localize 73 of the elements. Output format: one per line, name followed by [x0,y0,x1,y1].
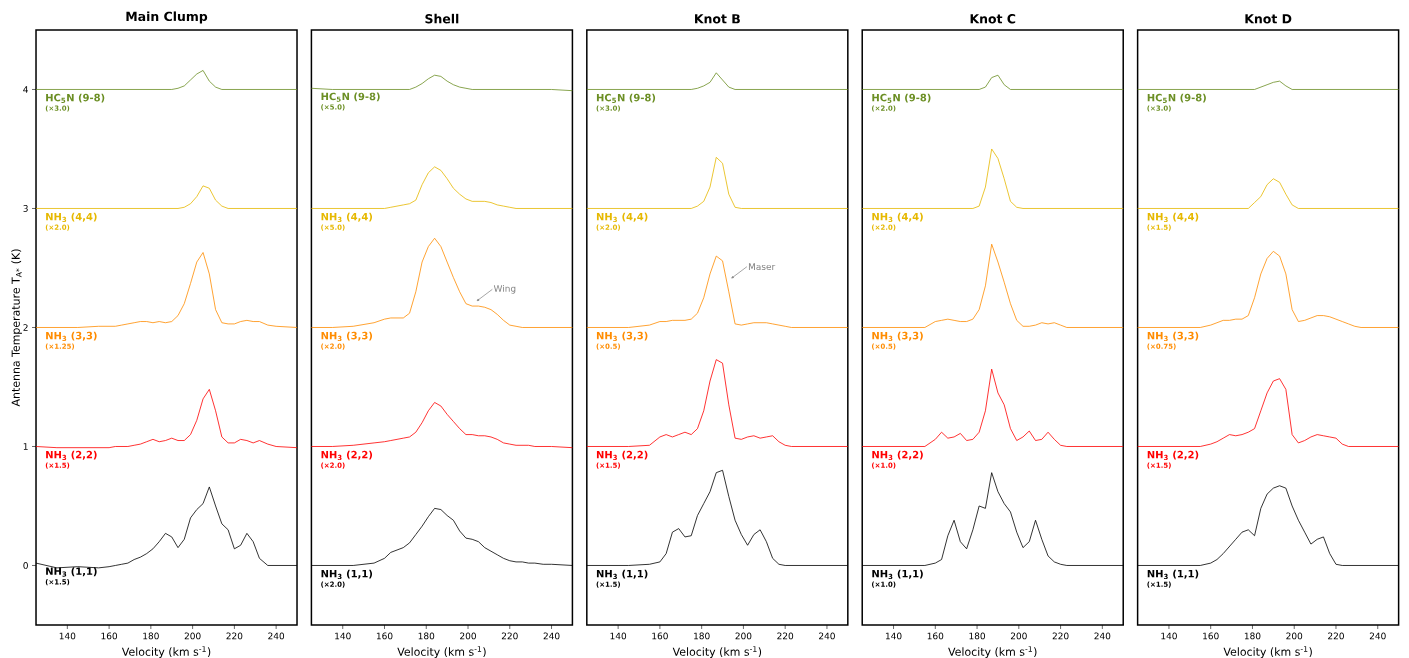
x-tick-label: 180 [418,632,435,640]
series-label: NH$_{3}$ (2,2) [46,450,97,461]
x-tick-label: 220 [1052,632,1069,640]
x-tick-label: 240 [1369,632,1386,640]
x-tick-label: 200 [1286,632,1303,640]
x-tick-label: 160 [376,632,393,640]
x-tick-label: 200 [460,632,476,640]
y-tick-label: 4 [23,86,28,93]
x-axis-title: Velocity (km s$^{-1}$) [397,646,486,658]
series-label: NH$_{3}$ (4,4) [872,212,923,223]
y-tick-label: 1 [23,443,28,450]
x-tick-label: 240 [543,632,560,640]
series-label: NH$_{3}$ (3,3) [596,331,648,342]
series-label: NH$_{3}$ (1,1) [596,569,648,580]
series-label: NH$_{3}$ (1,1) [872,569,923,580]
chart-title: Knot C [970,14,1016,24]
chart-title: Shell [425,13,459,24]
x-axis-title: Velocity (km s$^{-1}$) [672,646,762,658]
x-tick-label: 240 [819,632,835,640]
series-label: NH$_{3}$ (4,4) [46,212,97,223]
x-tick-label: 180 [143,632,159,640]
x-tick-label: 140 [335,632,351,640]
x-tick-label: 220 [501,632,518,640]
series-label: NH$_{3}$ (4,4) [321,212,373,223]
series-label: NH$_{3}$ (2,2) [321,450,373,461]
x-tick-label: 180 [969,632,986,640]
chart-title: Knot B [695,14,740,24]
series-label: HC$_{5}$N (9-8) [46,93,105,103]
x-tick-label: 160 [101,632,118,640]
y-tick-label: 0 [23,562,28,569]
chart-title: Knot D [1245,14,1292,24]
series-label: NH$_{3}$ (3,3) [46,331,97,342]
chart-title: Main Clump [126,11,208,24]
x-tick-label: 140 [1161,632,1177,640]
series-label: NH$_{3}$ (4,4) [1147,212,1199,223]
series-label: NH$_{3}$ (2,2) [1147,450,1199,461]
x-tick-label: 160 [927,632,944,640]
x-tick-label: 140 [885,632,902,640]
annotation: Wing [493,284,516,294]
x-tick-label: 180 [694,632,710,640]
x-tick-label: 180 [1244,632,1261,640]
series-label: HC$_{5}$N (9-8) [321,92,380,102]
x-tick-label: 140 [610,632,627,640]
series-label: NH$_{3}$ (3,3) [321,331,373,342]
series-label: NH$_{3}$ (3,3) [872,331,923,342]
x-tick-label: 220 [1328,632,1344,640]
series-label: NH$_{3}$ (1,1) [321,569,373,580]
x-tick-label: 240 [268,632,285,640]
y-tick-label: 3 [23,205,28,212]
y-tick-label: 2 [23,324,28,331]
series-label: HC$_{5}$N (9-8) [872,93,931,103]
series-label: NH$_{3}$ (4,4) [596,212,648,223]
x-axis-title: Velocity (km s$^{-1}$) [1223,646,1312,658]
x-tick-label: 140 [59,632,76,640]
x-tick-label: 160 [1203,632,1219,640]
series-label: NH$_{3}$ (1,1) [1147,569,1199,580]
series-label: HC$_{5}$N (9-8) [1147,93,1206,103]
x-tick-label: 160 [652,632,668,640]
series-label: NH$_{3}$ (2,2) [872,450,923,461]
annotation: Maser [748,263,776,271]
x-tick-label: 220 [226,632,243,640]
series-label: NH$_{3}$ (3,3) [1147,331,1199,342]
x-axis-title: Velocity (km s$^{-1}$) [121,646,211,658]
x-axis-title: Velocity (km s$^{-1}$) [948,646,1037,658]
x-tick-label: 240 [1094,632,1111,640]
series-label: HC$_{5}$N (9-8) [596,93,656,103]
y-axis-title: Antenna Temperature T$_{A*}$ (K) [11,249,22,407]
x-tick-label: 200 [1010,632,1027,640]
series-label: NH$_{3}$ (2,2) [596,450,648,461]
x-tick-label: 200 [184,632,201,640]
legend-label: NH$_{3}$ (1,1) [46,567,97,577]
x-tick-label: 220 [777,632,794,640]
x-tick-label: 200 [735,632,752,640]
